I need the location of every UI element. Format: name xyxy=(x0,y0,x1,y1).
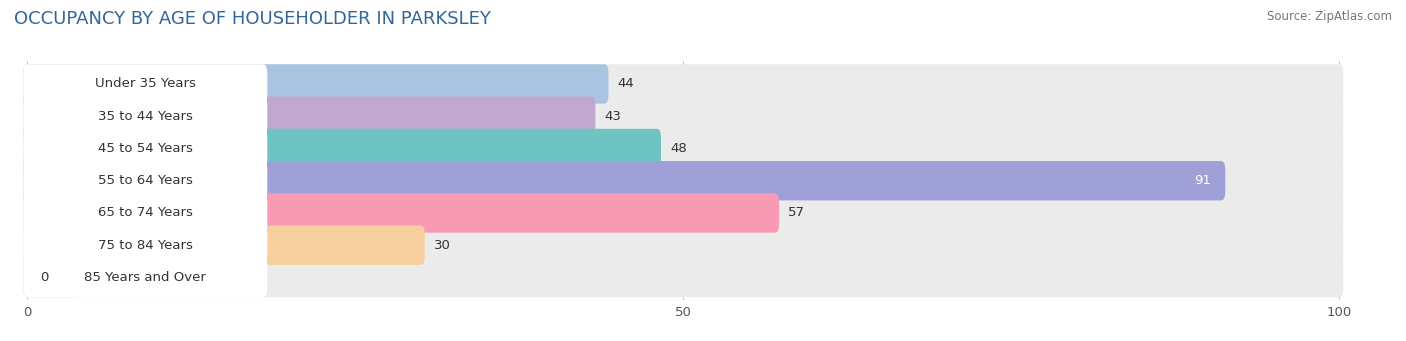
Text: 57: 57 xyxy=(789,207,806,220)
FancyBboxPatch shape xyxy=(24,225,425,265)
FancyBboxPatch shape xyxy=(24,64,267,104)
Text: 85 Years and Over: 85 Years and Over xyxy=(84,271,207,284)
FancyBboxPatch shape xyxy=(24,97,595,136)
FancyBboxPatch shape xyxy=(24,64,1343,104)
FancyBboxPatch shape xyxy=(24,161,1225,201)
Text: Under 35 Years: Under 35 Years xyxy=(94,77,195,90)
FancyBboxPatch shape xyxy=(24,161,1343,201)
FancyBboxPatch shape xyxy=(24,258,267,297)
FancyBboxPatch shape xyxy=(24,193,1343,233)
FancyBboxPatch shape xyxy=(24,225,1343,265)
FancyBboxPatch shape xyxy=(24,161,267,201)
FancyBboxPatch shape xyxy=(24,193,267,233)
Text: 55 to 64 Years: 55 to 64 Years xyxy=(98,174,193,187)
Text: 45 to 54 Years: 45 to 54 Years xyxy=(98,142,193,155)
Text: 30: 30 xyxy=(434,239,451,252)
FancyBboxPatch shape xyxy=(24,258,1343,297)
FancyBboxPatch shape xyxy=(24,129,1343,168)
FancyBboxPatch shape xyxy=(24,129,267,168)
Text: 43: 43 xyxy=(605,110,621,123)
Text: OCCUPANCY BY AGE OF HOUSEHOLDER IN PARKSLEY: OCCUPANCY BY AGE OF HOUSEHOLDER IN PARKS… xyxy=(14,10,491,28)
Text: 65 to 74 Years: 65 to 74 Years xyxy=(98,207,193,220)
FancyBboxPatch shape xyxy=(24,225,267,265)
Text: Source: ZipAtlas.com: Source: ZipAtlas.com xyxy=(1267,10,1392,23)
FancyBboxPatch shape xyxy=(24,64,609,104)
Text: 0: 0 xyxy=(41,271,49,284)
Text: 48: 48 xyxy=(671,142,688,155)
Text: 75 to 84 Years: 75 to 84 Years xyxy=(98,239,193,252)
FancyBboxPatch shape xyxy=(24,258,77,297)
Text: 35 to 44 Years: 35 to 44 Years xyxy=(98,110,193,123)
FancyBboxPatch shape xyxy=(24,97,267,136)
FancyBboxPatch shape xyxy=(24,193,779,233)
Text: 91: 91 xyxy=(1194,174,1211,187)
FancyBboxPatch shape xyxy=(24,129,661,168)
Text: 44: 44 xyxy=(617,77,634,90)
FancyBboxPatch shape xyxy=(24,97,1343,136)
